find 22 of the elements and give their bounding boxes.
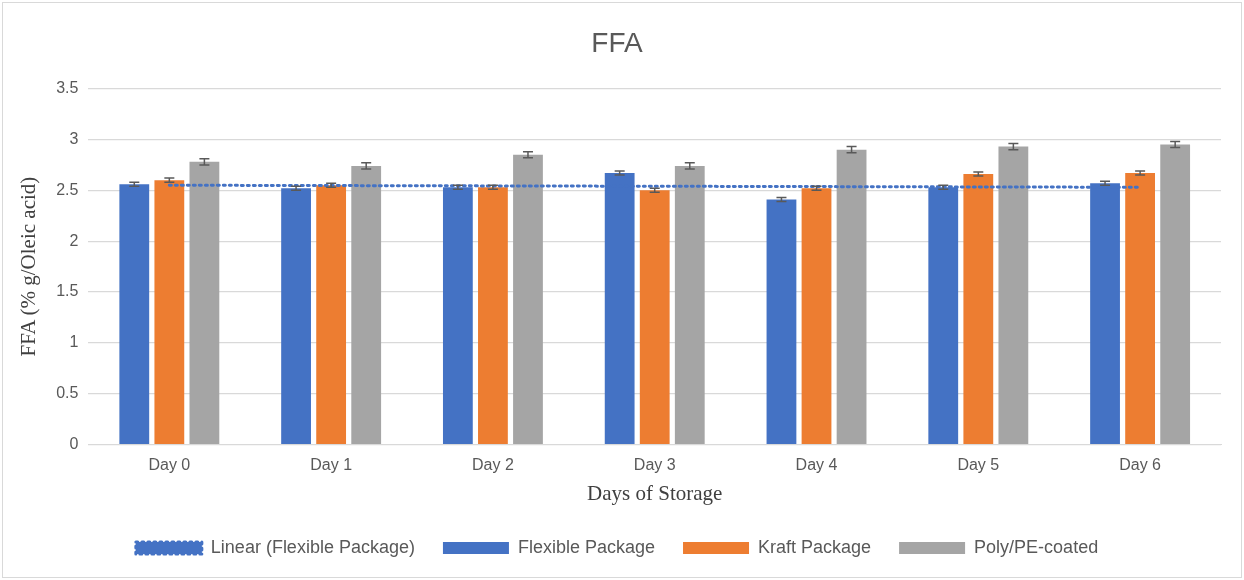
x-tick-label: Day 3 xyxy=(633,455,676,473)
y-tick-label: 0.5 xyxy=(56,384,79,402)
y-axis-title: FFA (% g/Oleic acid) xyxy=(16,176,41,357)
legend-label: Linear (Flexible Package) xyxy=(210,536,415,557)
y-tick-label: 3 xyxy=(69,129,79,147)
x-tick-label: Day 4 xyxy=(795,455,838,473)
legend-label: Flexible Package xyxy=(517,536,656,557)
y-tick-label: 1 xyxy=(69,333,79,351)
y-tick-label: 1.5 xyxy=(56,282,79,300)
y-tick-label: 0 xyxy=(69,435,79,453)
y-tick-label: 2.5 xyxy=(56,180,79,198)
y-tick-label: 3.5 xyxy=(56,79,79,97)
chart-title: FFA xyxy=(591,26,643,58)
x-tick-label: Day 1 xyxy=(310,455,353,473)
y-tick-label: 2 xyxy=(69,231,79,249)
legend-label: Poly/PE-coated xyxy=(974,536,1099,557)
x-tick-label: Day 2 xyxy=(472,455,514,473)
x-tick-label: Day 0 xyxy=(148,455,191,473)
x-axis-title: Days of Storage xyxy=(587,480,723,505)
legend-label: Kraft Package xyxy=(758,536,872,557)
x-tick-label: Day 6 xyxy=(1119,455,1162,473)
x-tick-label: Day 5 xyxy=(957,455,1000,473)
